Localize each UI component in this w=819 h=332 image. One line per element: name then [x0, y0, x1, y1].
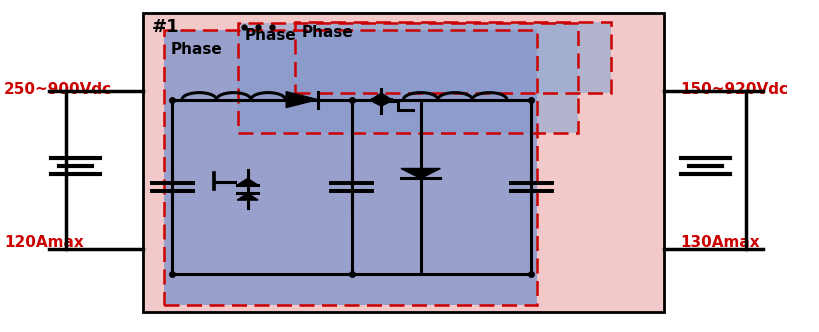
Text: 150~920Vdc: 150~920Vdc — [680, 82, 788, 97]
Bar — [295, 22, 610, 93]
Bar — [295, 22, 610, 93]
Bar — [238, 23, 577, 133]
Polygon shape — [400, 169, 440, 179]
Text: 120Amax: 120Amax — [4, 235, 84, 250]
Polygon shape — [371, 93, 391, 99]
Bar — [143, 13, 663, 312]
Text: 130Amax: 130Amax — [680, 235, 759, 250]
Text: Phase: Phase — [301, 25, 353, 40]
Bar — [143, 13, 663, 312]
Bar — [238, 23, 577, 133]
Text: Phase: Phase — [170, 42, 222, 56]
Bar — [164, 30, 536, 305]
Polygon shape — [237, 193, 258, 200]
Polygon shape — [286, 92, 317, 108]
Text: #1: #1 — [152, 18, 179, 36]
Text: Phase: Phase — [244, 28, 296, 43]
Polygon shape — [373, 102, 389, 106]
Text: 250~900Vdc: 250~900Vdc — [4, 82, 112, 97]
Bar — [164, 30, 536, 305]
Polygon shape — [237, 178, 258, 185]
